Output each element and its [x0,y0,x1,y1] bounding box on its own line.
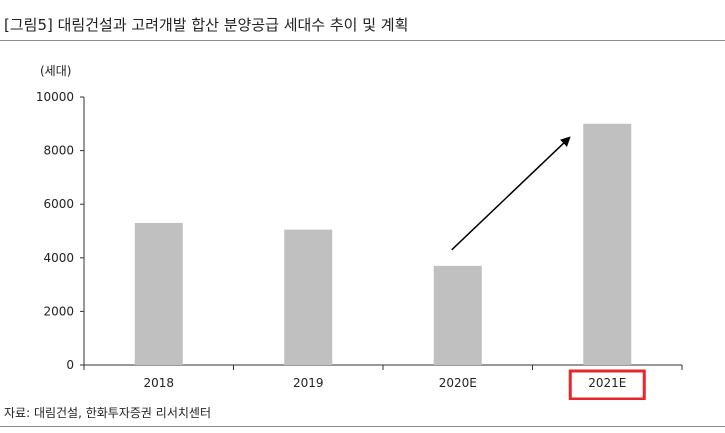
bar [284,229,333,365]
bar-chart: 0 2000 4000 6000 8000 10000 2018 2019 2020E 2021… [36,90,683,400]
bottom-divider [0,426,725,427]
trend-arrow [451,136,571,251]
y-axis: 0 2000 4000 6000 8000 10000 [36,90,85,372]
x-category-label: 2018 [143,376,174,390]
bar [433,265,482,365]
source-note: 자료: 대림건설, 한화투자증권 리서치센터 [4,406,211,420]
y-axis-unit-label: (세대) [40,64,72,78]
y-tick-label: 6000 [43,197,74,211]
y-tick-label: 8000 [43,144,74,158]
highlight-box [568,369,646,400]
x-category-label: 2020E [439,376,477,390]
title-divider [0,40,725,41]
annotations [451,136,571,251]
bar [134,222,183,365]
y-tick-label: 10000 [36,90,74,104]
x-category-label: 2019 [293,376,324,390]
y-tick-label: 0 [66,358,74,372]
x-category-label: 2021E [588,376,626,390]
bars [134,123,632,365]
figure-title: [그림5] 대림건설과 고려개발 합산 분양공급 세대수 추이 및 계획 [4,16,409,34]
x-axis: 2018 2019 2020E 2021E [83,364,683,400]
y-tick-label: 4000 [43,251,74,265]
bar [583,123,632,365]
y-tick-label: 2000 [43,304,74,318]
